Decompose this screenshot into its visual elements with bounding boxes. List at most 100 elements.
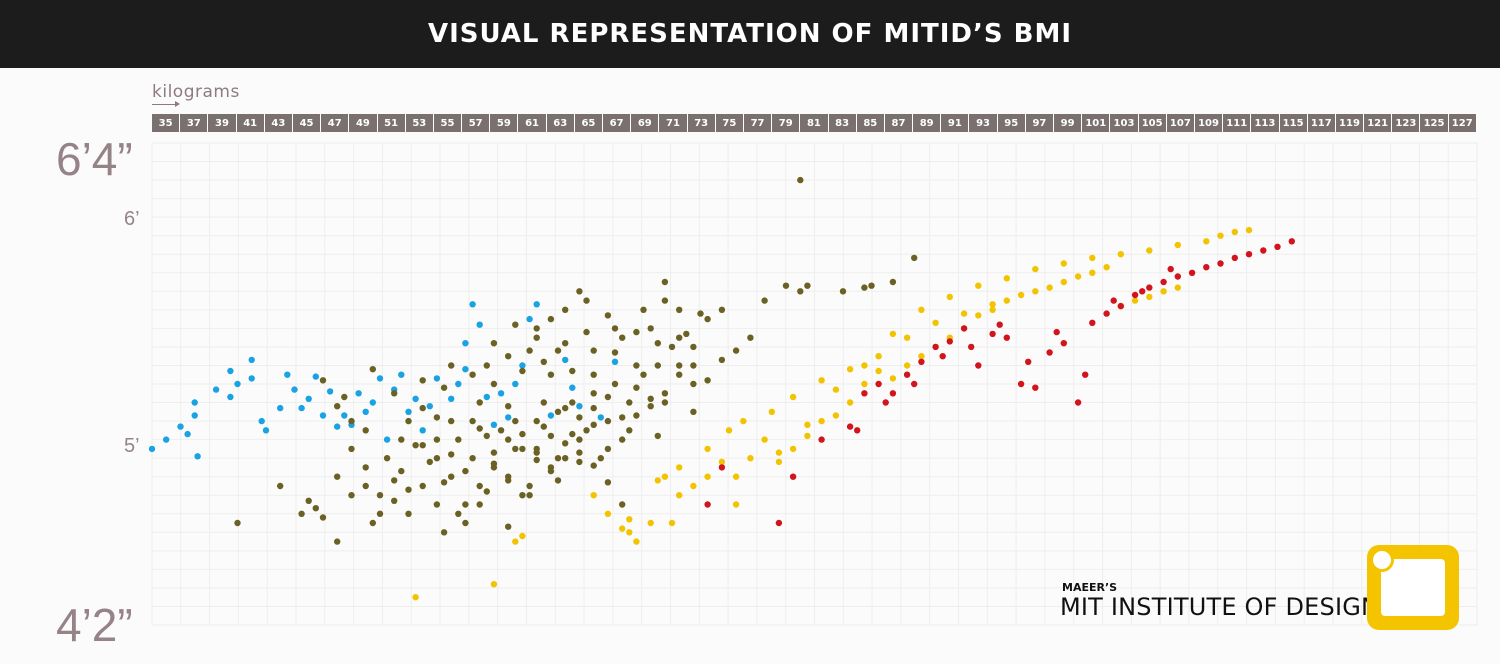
data-point-olive (554, 408, 562, 415)
x-tick-label: 35 (152, 114, 181, 132)
data-point-olive (732, 347, 740, 354)
data-point-olive (319, 377, 327, 384)
data-point-yellow (732, 501, 740, 508)
data-point-olive (654, 362, 661, 369)
data-point-olive (277, 482, 284, 490)
data-point-yellow (1060, 278, 1068, 286)
data-point-olive (590, 390, 597, 397)
data-point-blue (334, 423, 341, 430)
data-point-red (946, 338, 953, 345)
data-point-olive (419, 404, 426, 412)
data-point-blue (227, 393, 234, 401)
data-point-olive (455, 510, 462, 517)
data-point-red (1288, 238, 1296, 245)
x-tick-label: 83 (829, 114, 857, 132)
x-tick-label: 123 (1392, 114, 1421, 132)
data-point-olive (419, 482, 426, 490)
data-point-olive (512, 417, 519, 425)
data-point-blue (547, 412, 555, 419)
data-point-olive (604, 445, 612, 453)
data-point-olive (668, 343, 676, 351)
data-point-olive (440, 479, 448, 486)
data-point-olive (519, 430, 526, 438)
data-point-olive (405, 486, 412, 493)
data-point-blue (248, 356, 255, 364)
x-tick-label: 99 (1054, 114, 1083, 132)
data-point-olive (519, 492, 526, 499)
data-point-yellow (989, 301, 996, 308)
data-point-olive (448, 417, 455, 425)
data-point-yellow (512, 538, 519, 545)
x-tick-label: 71 (659, 114, 688, 132)
data-point-olive (797, 176, 804, 184)
data-point-olive (398, 467, 405, 475)
data-point-olive (483, 488, 490, 495)
data-point-olive (469, 455, 476, 462)
data-point-olive (654, 340, 661, 347)
data-point-olive (576, 436, 583, 443)
data-point-olive (868, 282, 875, 289)
data-point-red (1017, 380, 1025, 388)
data-point-yellow (604, 510, 612, 517)
data-point-olive (505, 353, 512, 360)
data-point-blue (212, 386, 220, 393)
data-point-blue (227, 367, 234, 375)
data-point-blue (483, 393, 490, 401)
data-point-olive (497, 427, 505, 434)
data-point-olive (469, 417, 476, 425)
data-point-olive (604, 393, 612, 401)
data-point-red (1117, 302, 1125, 310)
x-tick-label: 103 (1110, 114, 1139, 132)
data-point-olive (554, 477, 562, 484)
x-tick-label: 109 (1195, 114, 1224, 132)
data-point-yellow (590, 492, 597, 499)
data-point-red (1139, 288, 1146, 295)
data-point-olive (419, 377, 426, 384)
data-point-yellow (768, 408, 775, 415)
data-point-olive (369, 366, 376, 373)
data-point-yellow (1174, 284, 1182, 291)
data-point-olive (440, 384, 448, 391)
data-point-red (1160, 278, 1167, 286)
data-point-olive (391, 390, 398, 397)
data-point-red (875, 380, 882, 388)
x-tick-label: 39 (208, 114, 237, 132)
data-point-blue (305, 395, 312, 402)
data-point-olive (512, 445, 519, 453)
data-point-olive (583, 328, 590, 336)
data-point-blue (319, 412, 327, 419)
data-point-blue (448, 395, 455, 402)
data-point-yellow (861, 380, 868, 388)
data-point-yellow (704, 445, 711, 453)
x-tick-label: 73 (688, 114, 716, 132)
data-point-yellow (946, 293, 953, 301)
data-point-olive (334, 538, 341, 545)
data-point-olive (861, 284, 868, 291)
data-point-olive (569, 399, 576, 406)
data-point-red (1032, 384, 1039, 391)
x-tick-label: 95 (998, 114, 1026, 132)
data-point-yellow (490, 581, 498, 588)
data-point-blue (526, 315, 533, 323)
data-point-olive (633, 328, 640, 336)
data-point-blue (519, 362, 526, 369)
x-tick-label: 67 (603, 114, 632, 132)
data-point-olive (547, 371, 555, 378)
data-point-yellow (1117, 251, 1125, 258)
data-point-yellow (626, 516, 633, 523)
x-tick-label: 63 (547, 114, 575, 132)
data-point-yellow (633, 538, 640, 545)
data-point-blue (184, 430, 191, 438)
data-point-yellow (676, 464, 683, 471)
data-point-red (1188, 269, 1196, 276)
data-point-red (932, 343, 939, 351)
data-point-blue (248, 375, 255, 382)
data-point-red (1103, 310, 1110, 317)
data-point-red (1274, 243, 1281, 250)
data-point-yellow (918, 353, 925, 360)
data-point-olive (690, 408, 697, 415)
data-point-olive (576, 449, 583, 456)
data-point-olive (626, 427, 633, 434)
x-tick-label: 127 (1449, 114, 1477, 132)
data-point-olive (540, 358, 547, 365)
